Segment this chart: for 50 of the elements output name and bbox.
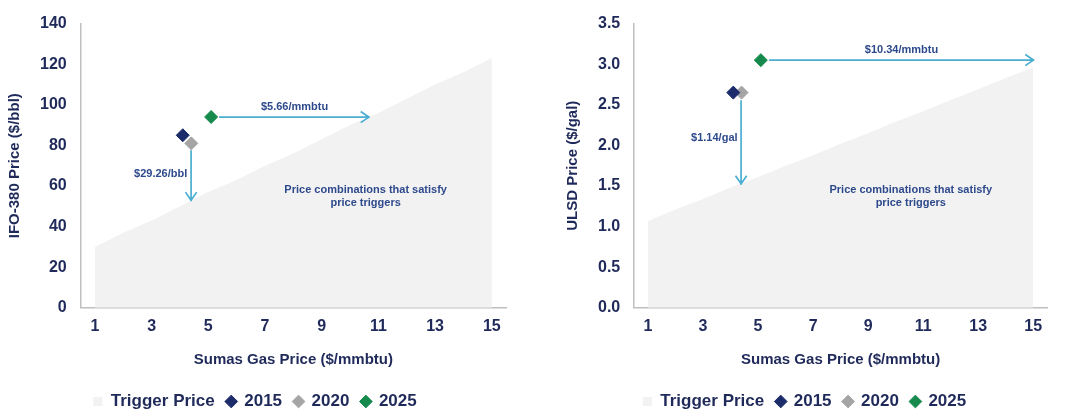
legend-label: Trigger Price: [110, 391, 215, 411]
legend-label: 2015: [244, 391, 283, 411]
y-tick-label: 0: [57, 298, 67, 316]
x-tick-label: 7: [808, 316, 818, 334]
annotation: Price combinations that satisfy price triggers: [829, 183, 993, 209]
x-tick-label: 13: [426, 316, 445, 334]
legend-label: 2025: [378, 391, 417, 411]
legend-label: 2020: [861, 391, 899, 411]
x-tick-label: 9: [317, 316, 327, 334]
x-tick-label: 5: [203, 316, 213, 334]
x-tick-label: 11: [914, 316, 932, 334]
y-axis-title: IFO-380 Price ($/bbl): [5, 93, 23, 239]
y-tick-label: 140: [39, 14, 67, 32]
y-tick-label: 60: [48, 176, 67, 194]
y-tick-label: 120: [39, 54, 67, 72]
x-tick-label: 7: [260, 316, 270, 334]
x-tick-label: 3: [698, 316, 708, 334]
y-tick-label: 1.5: [597, 176, 621, 194]
y-tick-label: 3.0: [597, 54, 621, 72]
y-tick-label: 2.5: [597, 95, 621, 113]
x-tick-label: 1: [90, 316, 100, 334]
y-tick-label: 2.0: [597, 135, 621, 153]
y-tick-label: 0.5: [597, 257, 621, 275]
x-tick-label: 3: [147, 316, 157, 334]
x-tick-label: 5: [753, 316, 763, 334]
x-tick-label: 13: [969, 316, 988, 334]
y-tick-label: 1.0: [597, 217, 621, 235]
annotation: $1.14/gal: [691, 130, 738, 143]
y-tick-label: 0.0: [597, 298, 621, 316]
x-axis-title: Sumas Gas Price ($/mmbtu): [193, 350, 393, 368]
x-tick-label: 15: [1024, 316, 1043, 334]
y-axis-title: ULSD Price ($/gal): [563, 100, 581, 231]
x-tick-label: 9: [863, 316, 873, 334]
legend-label: Trigger Price: [660, 391, 765, 411]
y-tick-label: 3.5: [597, 14, 621, 32]
legend-label: 2015: [793, 391, 832, 411]
x-axis-title: Sumas Gas Price ($/mmbtu): [741, 350, 941, 368]
y-tick-label: 100: [39, 95, 67, 113]
x-tick-label: 11: [369, 316, 387, 334]
legend-label: 2025: [928, 391, 967, 411]
legend-label: 2020: [311, 391, 350, 411]
x-tick-label: 1: [643, 316, 653, 334]
annotation: $29.26/bbl: [134, 166, 188, 179]
x-tick-label: 15: [482, 316, 501, 334]
y-tick-label: 20: [48, 257, 67, 275]
annotation: $10.34/mmbtu: [864, 43, 939, 56]
y-tick-label: 40: [48, 217, 67, 235]
annotation: Price combinations that satisfy price triggers: [284, 183, 448, 209]
annotation: $5.66/mmbtu: [260, 100, 329, 113]
y-tick-label: 80: [48, 135, 67, 153]
